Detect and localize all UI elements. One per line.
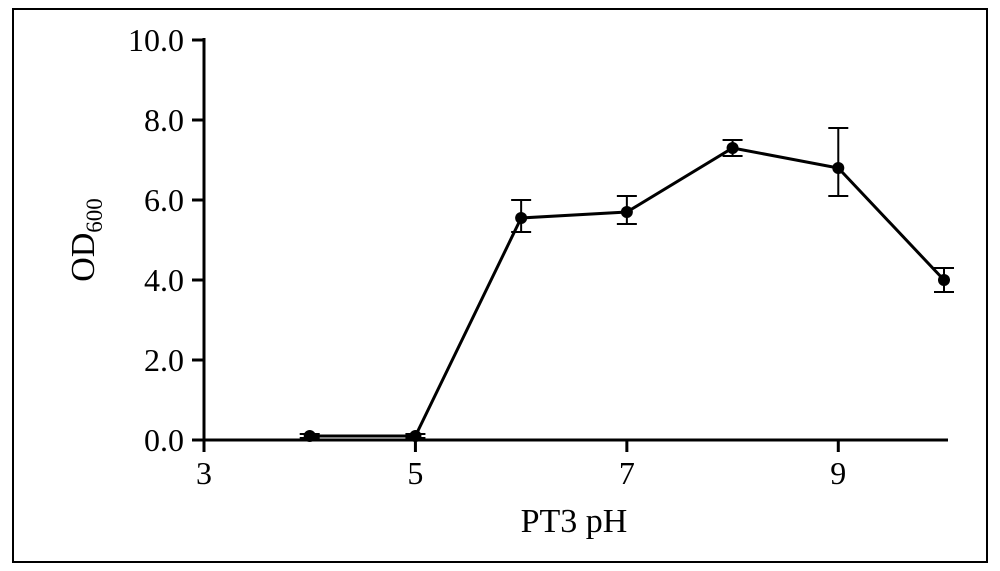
- xtick-label: 5: [407, 455, 423, 491]
- chart-frame: 0.0 2.0 4.0 6.0 8.0 10.0 3 5 7 9 PT3 pH OD600: [12, 8, 988, 563]
- ytick-label: 2.0: [144, 342, 184, 378]
- series-line: [310, 148, 944, 436]
- x-axis-label: PT3 pH: [521, 503, 628, 540]
- xtick-label: 9: [830, 455, 846, 491]
- data-point: [304, 430, 316, 442]
- ytick-label: 10.0: [128, 30, 184, 58]
- chart-container: 0.0 2.0 4.0 6.0 8.0 10.0 3 5 7 9 PT3 pH OD600: [44, 30, 960, 545]
- ytick-label: 6.0: [144, 182, 184, 218]
- data-point: [832, 162, 844, 174]
- ytick-label: 0.0: [144, 422, 184, 458]
- data-point: [621, 206, 633, 218]
- xtick-label: 3: [196, 455, 212, 491]
- data-point: [938, 274, 950, 286]
- data-point: [515, 212, 527, 224]
- ytick-label: 4.0: [144, 262, 184, 298]
- xtick-label: 7: [619, 455, 635, 491]
- ytick-label: 8.0: [144, 102, 184, 138]
- data-point: [409, 430, 421, 442]
- data-point: [727, 142, 739, 154]
- chart-svg: 0.0 2.0 4.0 6.0 8.0 10.0 3 5 7 9 PT3 pH OD600: [44, 30, 960, 545]
- y-axis-label: OD600: [65, 198, 107, 282]
